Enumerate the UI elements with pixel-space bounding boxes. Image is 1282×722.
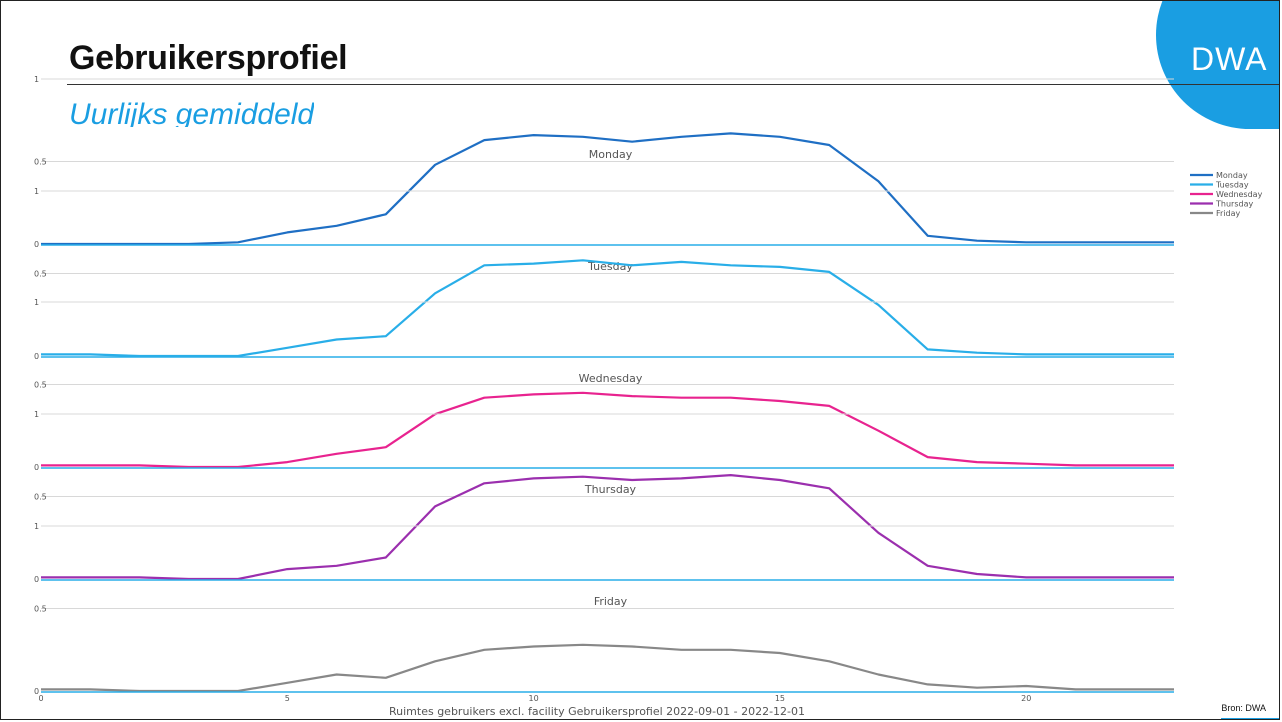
panel-title: Monday (589, 148, 633, 161)
y-tick-label: 1 (34, 298, 39, 307)
legend-label: Monday (1216, 171, 1248, 180)
source-note: Bron: DWA (1221, 703, 1266, 713)
y-tick-label: 0 (34, 463, 39, 472)
x-tick-label: 15 (775, 694, 785, 703)
legend-label: Friday (1216, 209, 1241, 218)
x-tick-label: 20 (1021, 694, 1031, 703)
title-divider (67, 84, 1279, 85)
bottom-accent-bar (1221, 718, 1279, 719)
series-line (41, 474, 1174, 581)
page-title: Gebruikersprofiel (69, 39, 348, 77)
y-tick-label: 0.5 (34, 605, 47, 614)
legend-label: Thursday (1215, 200, 1253, 209)
series-line (41, 643, 1174, 693)
panel-title: Wednesday (579, 372, 643, 385)
y-tick-label: 1 (34, 75, 39, 84)
x-tick-label: 10 (529, 694, 539, 703)
panel-title: Thursday (584, 483, 637, 496)
y-tick-label: 0.5 (34, 158, 47, 167)
legend-label: Tuesday (1215, 181, 1249, 190)
series-line (41, 259, 1174, 358)
logo-text: DWA (1191, 41, 1268, 77)
y-tick-label: 0.5 (34, 381, 47, 390)
y-tick-label: 0.5 (34, 270, 47, 279)
x-axis-label: Ruimtes gebruikers excl. facility Gebrui… (389, 705, 805, 718)
y-tick-label: 1 (34, 522, 39, 531)
y-tick-label: 1 (34, 410, 39, 419)
legend-label: Wednesday (1216, 190, 1263, 199)
x-tick-label: 0 (38, 694, 43, 703)
series-line (41, 132, 1174, 246)
y-tick-label: 0 (34, 687, 39, 696)
y-tick-label: 1 (34, 187, 39, 196)
y-tick-label: 0 (34, 352, 39, 361)
y-tick-label: 0 (34, 575, 39, 584)
page-subtitle: Uurlijks gemiddeld (69, 98, 315, 127)
series-line (41, 391, 1174, 469)
x-tick-label: 5 (285, 694, 290, 703)
y-tick-label: 0 (34, 240, 39, 249)
y-tick-label: 0.5 (34, 493, 47, 502)
panel-title: Friday (594, 595, 628, 608)
